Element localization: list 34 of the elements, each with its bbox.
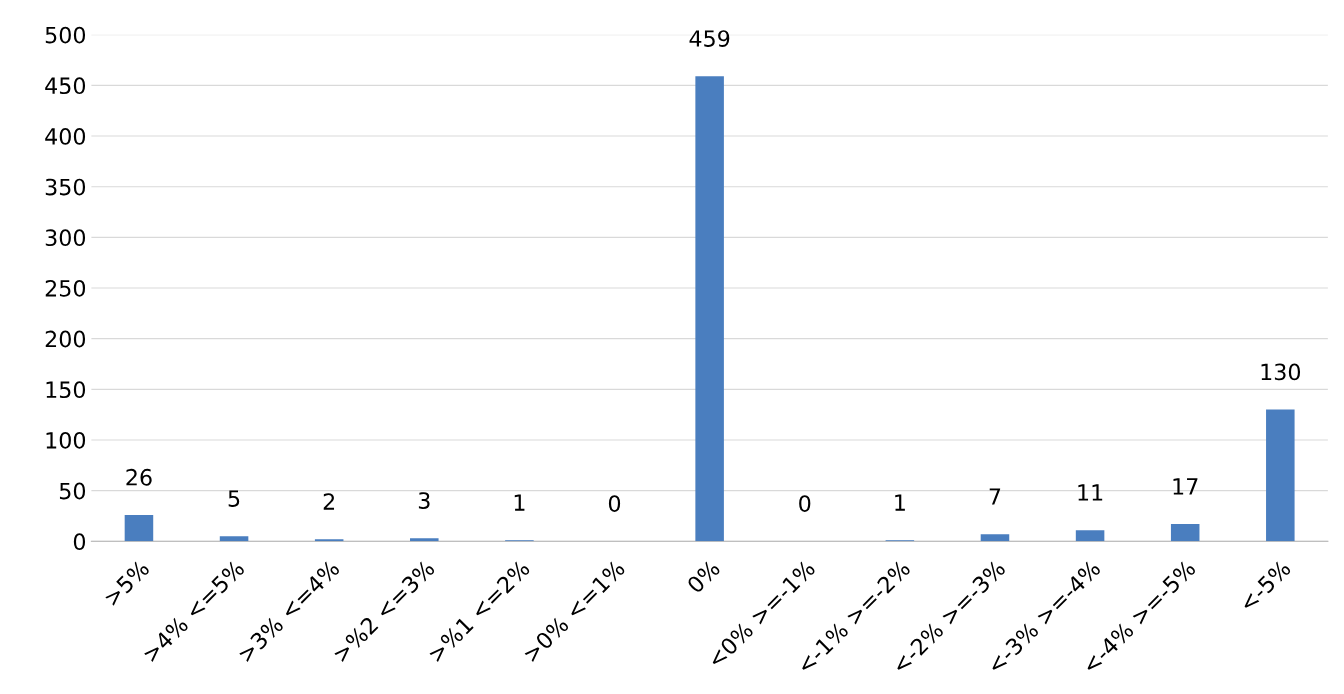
y-tick-label: 350 [45,178,86,196]
bar [1266,409,1295,542]
data-label: 1 [514,494,525,511]
data-label: 459 [689,30,730,47]
data-label: 11 [1078,484,1103,501]
y-tick-label: 150 [46,381,86,399]
bar [219,536,249,542]
data-label: 2 [323,493,335,510]
data-label: 3 [418,492,430,509]
x-tick-label: 0% [686,559,721,595]
bar [1170,524,1200,542]
bar [1075,530,1105,542]
y-tick-label: 500 [45,26,86,44]
y-tick-label: 200 [45,330,86,348]
data-label: 0 [799,495,811,513]
y-tick-label: 450 [45,77,86,95]
y-tick-label: 300 [45,229,86,247]
data-label: 5 [228,490,240,507]
data-label: 17 [1173,478,1198,495]
y-tick-label: 50 [59,482,86,500]
bar [314,539,344,542]
bar [410,538,439,542]
data-label: 1 [895,494,905,511]
bar [695,76,724,542]
data-label: 26 [126,468,152,486]
bar [980,534,1010,542]
data-label: 0 [608,495,621,513]
bar [124,514,154,542]
data-label: 130 [1261,363,1301,381]
y-tick-label: 250 [45,279,86,297]
y-tick-label: 100 [46,431,86,449]
y-tick-label: 0 [73,533,86,551]
y-tick-label: 400 [45,127,86,145]
data-label: 7 [989,488,1001,505]
